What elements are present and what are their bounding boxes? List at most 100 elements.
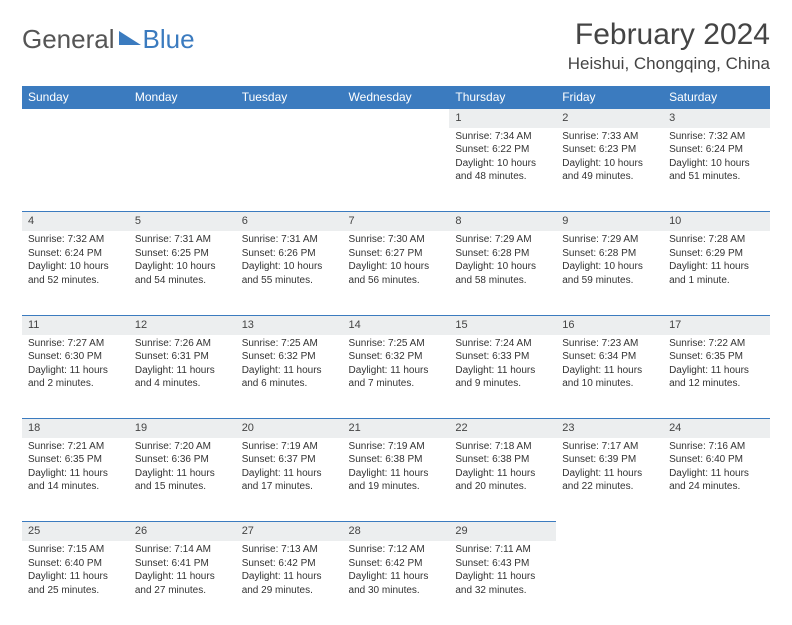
sunrise-text: Sunrise: 7:31 AM [135, 233, 230, 247]
day-detail-cell: Sunrise: 7:17 AMSunset: 6:39 PMDaylight:… [556, 438, 663, 522]
sunset-text: Sunset: 6:27 PM [349, 247, 444, 261]
daylight-text: Daylight: 11 hours and 15 minutes. [135, 467, 230, 494]
day-number-cell: 14 [343, 315, 450, 334]
day-detail-cell: Sunrise: 7:19 AMSunset: 6:38 PMDaylight:… [343, 438, 450, 522]
sunrise-text: Sunrise: 7:22 AM [669, 337, 764, 351]
day-number-cell: 1 [449, 109, 556, 128]
day-number-cell: 11 [22, 315, 129, 334]
day-detail-cell: Sunrise: 7:25 AMSunset: 6:32 PMDaylight:… [343, 335, 450, 419]
logo: General Blue [22, 18, 195, 55]
sunrise-text: Sunrise: 7:28 AM [669, 233, 764, 247]
day-detail-cell: Sunrise: 7:28 AMSunset: 6:29 PMDaylight:… [663, 231, 770, 315]
day-number-row: 2526272829 [22, 522, 770, 541]
sunrise-text: Sunrise: 7:25 AM [242, 337, 337, 351]
day-number-cell: 3 [663, 109, 770, 128]
sunrise-text: Sunrise: 7:19 AM [242, 440, 337, 454]
day-detail-cell: Sunrise: 7:19 AMSunset: 6:37 PMDaylight:… [236, 438, 343, 522]
sunset-text: Sunset: 6:28 PM [455, 247, 550, 261]
sunrise-text: Sunrise: 7:17 AM [562, 440, 657, 454]
day-number-cell: 27 [236, 522, 343, 541]
sunrise-text: Sunrise: 7:27 AM [28, 337, 123, 351]
day-number-cell: 19 [129, 419, 236, 438]
sunset-text: Sunset: 6:38 PM [349, 453, 444, 467]
day-detail-cell: Sunrise: 7:13 AMSunset: 6:42 PMDaylight:… [236, 541, 343, 625]
day-number-cell: 23 [556, 419, 663, 438]
day-detail-cell [236, 128, 343, 212]
sunrise-text: Sunrise: 7:16 AM [669, 440, 764, 454]
sunrise-text: Sunrise: 7:14 AM [135, 543, 230, 557]
sunrise-text: Sunrise: 7:29 AM [455, 233, 550, 247]
day-number-cell: 16 [556, 315, 663, 334]
sunrise-text: Sunrise: 7:15 AM [28, 543, 123, 557]
day-number-cell: 2 [556, 109, 663, 128]
day-detail-cell: Sunrise: 7:29 AMSunset: 6:28 PMDaylight:… [556, 231, 663, 315]
daylight-text: Daylight: 10 hours and 59 minutes. [562, 260, 657, 287]
daylight-text: Daylight: 11 hours and 1 minute. [669, 260, 764, 287]
day-detail-cell: Sunrise: 7:18 AMSunset: 6:38 PMDaylight:… [449, 438, 556, 522]
daylight-text: Daylight: 10 hours and 56 minutes. [349, 260, 444, 287]
day-detail-cell: Sunrise: 7:20 AMSunset: 6:36 PMDaylight:… [129, 438, 236, 522]
sunset-text: Sunset: 6:25 PM [135, 247, 230, 261]
logo-triangle-icon [119, 31, 141, 45]
day-detail-cell: Sunrise: 7:14 AMSunset: 6:41 PMDaylight:… [129, 541, 236, 625]
page-header: General Blue February 2024 Heishui, Chon… [22, 18, 770, 74]
day-detail-cell: Sunrise: 7:25 AMSunset: 6:32 PMDaylight:… [236, 335, 343, 419]
daylight-text: Daylight: 11 hours and 27 minutes. [135, 570, 230, 597]
daylight-text: Daylight: 11 hours and 29 minutes. [242, 570, 337, 597]
sunset-text: Sunset: 6:36 PM [135, 453, 230, 467]
calendar-header-row: SundayMondayTuesdayWednesdayThursdayFrid… [22, 86, 770, 109]
sunset-text: Sunset: 6:42 PM [349, 557, 444, 571]
daylight-text: Daylight: 11 hours and 7 minutes. [349, 364, 444, 391]
daylight-text: Daylight: 11 hours and 14 minutes. [28, 467, 123, 494]
daylight-text: Daylight: 11 hours and 32 minutes. [455, 570, 550, 597]
day-number-cell: 21 [343, 419, 450, 438]
day-number-cell [236, 109, 343, 128]
sunset-text: Sunset: 6:37 PM [242, 453, 337, 467]
sunrise-text: Sunrise: 7:20 AM [135, 440, 230, 454]
day-header: Tuesday [236, 86, 343, 109]
day-detail-row: Sunrise: 7:27 AMSunset: 6:30 PMDaylight:… [22, 335, 770, 419]
sunset-text: Sunset: 6:22 PM [455, 143, 550, 157]
day-number-cell: 25 [22, 522, 129, 541]
day-detail-row: Sunrise: 7:34 AMSunset: 6:22 PM Daylight:… [22, 128, 770, 212]
sunrise-text: Sunrise: 7:25 AM [349, 337, 444, 351]
sunrise-text: Sunrise: 7:11 AM [455, 543, 550, 557]
day-detail-cell: Sunrise: 7:32 AMSunset: 6:24 PMDaylight:… [663, 128, 770, 212]
day-header: Saturday [663, 86, 770, 109]
day-detail-cell: Sunrise: 7:27 AMSunset: 6:30 PMDaylight:… [22, 335, 129, 419]
day-number-cell [663, 522, 770, 541]
day-detail-cell: Sunrise: 7:15 AMSunset: 6:40 PMDaylight:… [22, 541, 129, 625]
title-block: February 2024 Heishui, Chongqing, China [568, 18, 770, 74]
sunset-text: Sunset: 6:38 PM [455, 453, 550, 467]
sunrise-text: Sunrise: 7:23 AM [562, 337, 657, 351]
day-header: Monday [129, 86, 236, 109]
day-number-cell: 13 [236, 315, 343, 334]
day-detail-cell: Sunrise: 7:23 AMSunset: 6:34 PMDaylight:… [556, 335, 663, 419]
day-detail-row: Sunrise: 7:32 AMSunset: 6:24 PMDaylight:… [22, 231, 770, 315]
daylight-text: Daylight: 11 hours and 12 minutes. [669, 364, 764, 391]
day-detail-cell: Sunrise: 7:21 AMSunset: 6:35 PMDaylight:… [22, 438, 129, 522]
location-text: Heishui, Chongqing, China [568, 54, 770, 74]
day-detail-cell: Sunrise: 7:31 AMSunset: 6:25 PMDaylight:… [129, 231, 236, 315]
sunset-text: Sunset: 6:24 PM [28, 247, 123, 261]
day-number-cell: 9 [556, 212, 663, 231]
day-detail-cell: Sunrise: 7:32 AMSunset: 6:24 PMDaylight:… [22, 231, 129, 315]
day-number-row: 11121314151617 [22, 315, 770, 334]
sunset-text: Sunset: 6:42 PM [242, 557, 337, 571]
day-number-cell: 6 [236, 212, 343, 231]
sunrise-text: Sunrise: 7:19 AM [349, 440, 444, 454]
day-number-cell: 18 [22, 419, 129, 438]
day-number-cell: 24 [663, 419, 770, 438]
daylight-text: Daylight: 10 hours and 49 minutes. [562, 157, 657, 184]
day-number-cell: 4 [22, 212, 129, 231]
month-title: February 2024 [568, 18, 770, 52]
day-detail-cell [343, 128, 450, 212]
daylight-text: Daylight: 10 hours and 55 minutes. [242, 260, 337, 287]
daylight-text: Daylight: 10 hours and 51 minutes. [669, 157, 764, 184]
day-detail-row: Sunrise: 7:15 AMSunset: 6:40 PMDaylight:… [22, 541, 770, 625]
day-header: Sunday [22, 86, 129, 109]
daylight-text: Daylight: 10 hours and 52 minutes. [28, 260, 123, 287]
sunset-text: Sunset: 6:39 PM [562, 453, 657, 467]
sunset-text: Sunset: 6:24 PM [669, 143, 764, 157]
sunrise-text: Sunrise: 7:34 AM [455, 130, 550, 144]
